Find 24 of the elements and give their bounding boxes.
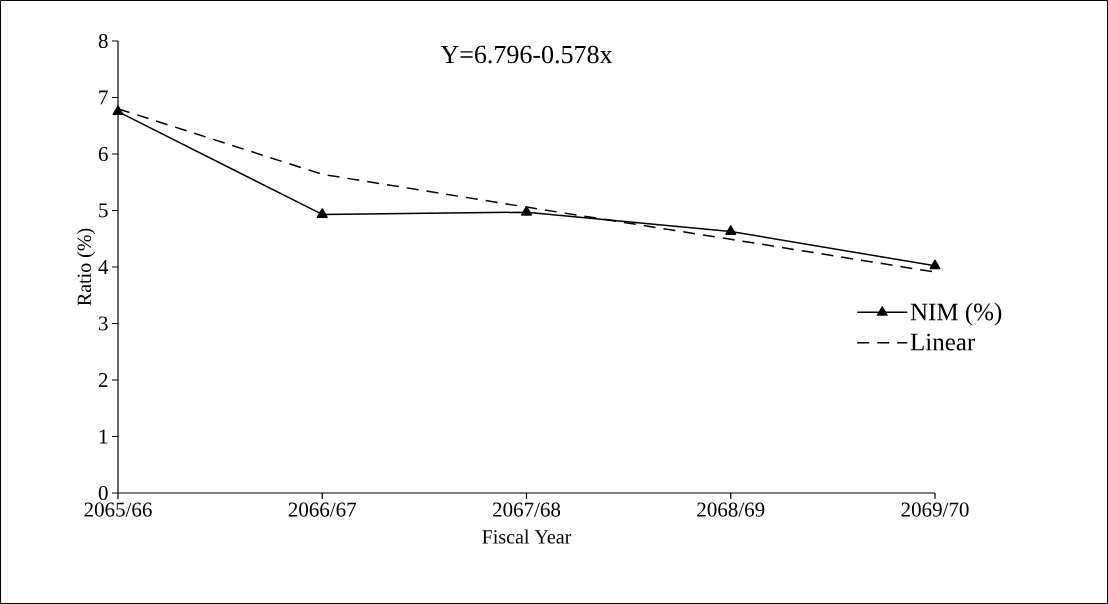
x-tick-label: 2067/68: [493, 502, 561, 517]
y-tick-label: 8: [98, 33, 108, 49]
y-tick-label: 0: [98, 485, 108, 501]
x-axis-title: Fiscal Year: [482, 529, 572, 544]
point: [520, 205, 533, 216]
x-tick-label: 2068/69: [697, 502, 765, 517]
point: [112, 105, 124, 116]
x-tick-label: 2069/70: [901, 502, 969, 517]
y-axis-title: Ratio (%): [76, 228, 96, 306]
legend-label: NIM (%): [910, 302, 1002, 326]
legend-label: Linear: [910, 333, 976, 351]
y-tick-label: 4: [98, 260, 109, 274]
point: [929, 259, 941, 270]
point: [316, 208, 328, 218]
y-tick-label: 7: [99, 90, 108, 105]
y-tick-label: 5: [99, 203, 108, 218]
y-tick-label: 3: [98, 316, 108, 331]
point: [725, 225, 737, 235]
y-tick-label: 6: [98, 146, 108, 162]
y-tick-label: 1: [99, 429, 108, 444]
annotation: Y=6.796-0.578x: [440, 45, 613, 64]
x-tick-label: 2066/67: [288, 502, 357, 517]
x-tick-label: 2065/66: [84, 502, 152, 517]
y-tick-label: 2: [98, 373, 108, 387]
